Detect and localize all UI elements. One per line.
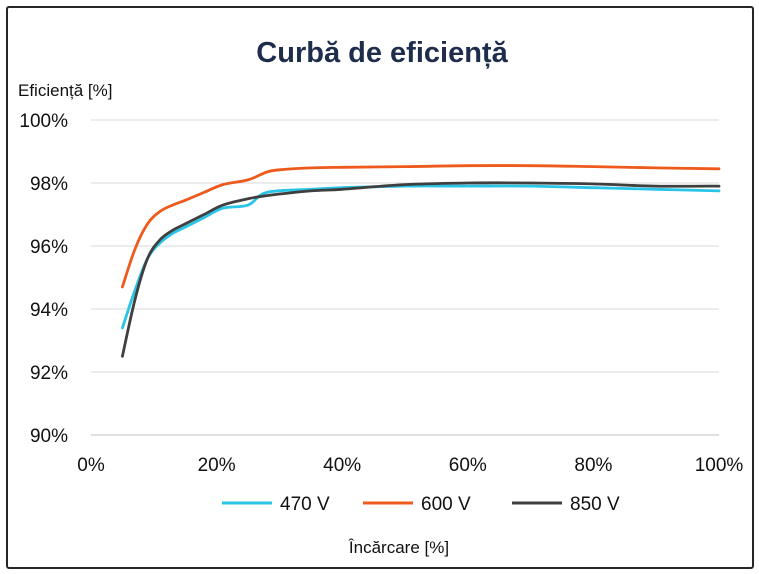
y-tick-label: 92% xyxy=(30,363,68,384)
legend-label: 850 V xyxy=(570,494,620,515)
legend-label: 470 V xyxy=(280,494,330,515)
y-tick-label: 98% xyxy=(30,174,68,195)
y-tick-label: 94% xyxy=(30,300,68,321)
y-tick-label: 90% xyxy=(30,426,68,447)
legend-label: 600 V xyxy=(421,494,471,515)
x-axis-label: Încărcare [%] xyxy=(348,538,449,557)
x-tick-label: 80% xyxy=(574,455,612,476)
grid-lines xyxy=(91,119,719,436)
y-axis-label: Eficiență [%] xyxy=(18,81,113,100)
data-series xyxy=(121,164,721,358)
y-tick-label: 96% xyxy=(30,237,68,258)
series-line-3 xyxy=(121,181,721,358)
x-tick-label: 0% xyxy=(77,455,105,476)
x-tick-label: 60% xyxy=(449,455,487,476)
legend: 470 V 600 V 850 V xyxy=(222,494,620,515)
series-line-1 xyxy=(121,184,721,330)
x-tick-label: 20% xyxy=(198,455,236,476)
y-tick-label: 100% xyxy=(19,111,68,132)
axis-ticks: 90% 92% 94% 96% 98% 100% 0% 20% 40% 60% 80% 100% xyxy=(19,111,743,476)
series-line-2 xyxy=(121,164,721,289)
chart-title: Curbă de eficiență xyxy=(256,37,508,69)
x-tick-label: 40% xyxy=(323,455,361,476)
x-tick-label: 100% xyxy=(695,455,744,476)
chart-frame xyxy=(6,6,754,569)
